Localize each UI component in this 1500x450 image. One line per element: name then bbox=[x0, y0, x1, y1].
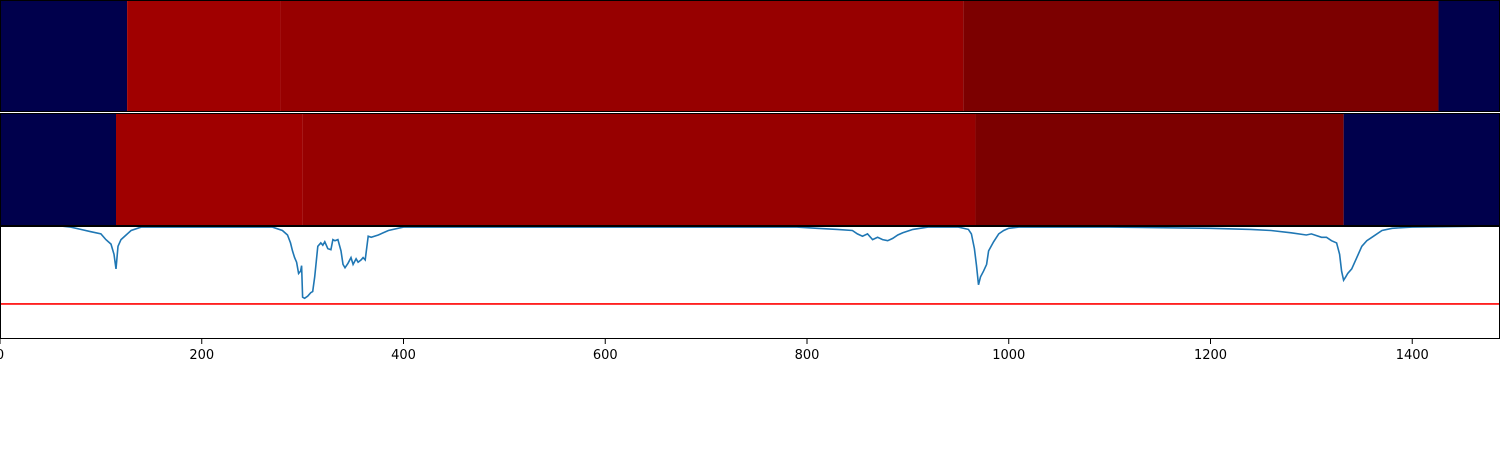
heatmap-2-segment-3 bbox=[975, 113, 1344, 226]
heatmap-1-segment-1 bbox=[127, 0, 281, 112]
x-axis: 0 200 400 600 800 1000 1200 1400 bbox=[0, 339, 1429, 363]
x-tick-label-1200: 1200 bbox=[1194, 348, 1227, 363]
x-tick-label-1400: 1400 bbox=[1396, 348, 1429, 363]
heatmap-1-segment-3 bbox=[963, 0, 1439, 112]
heatmap-2-segment-0 bbox=[0, 113, 117, 226]
x-tick-label-1000: 1000 bbox=[992, 348, 1025, 363]
x-tick-label-600: 600 bbox=[593, 348, 618, 363]
heatmap-2-segment-2 bbox=[302, 113, 976, 226]
series-line bbox=[0, 225, 1500, 300]
heatmap-1-segment-4 bbox=[1438, 0, 1500, 112]
line-plot-panel bbox=[0, 225, 1500, 339]
x-tick-label-0: 0 bbox=[0, 348, 4, 363]
heatmap-row-2 bbox=[0, 113, 1500, 226]
x-tick-label-400: 400 bbox=[391, 348, 416, 363]
heatmap-row-1 bbox=[0, 0, 1500, 112]
heatmap-1-segment-0 bbox=[0, 0, 128, 112]
plot-area bbox=[0, 226, 1500, 339]
heatmap-1-segment-2 bbox=[280, 0, 964, 112]
x-tick-label-200: 200 bbox=[189, 348, 214, 363]
x-tick-label-800: 800 bbox=[795, 348, 820, 363]
heatmap-2-segment-1 bbox=[116, 113, 303, 226]
heatmap-2-segment-4 bbox=[1343, 113, 1500, 226]
